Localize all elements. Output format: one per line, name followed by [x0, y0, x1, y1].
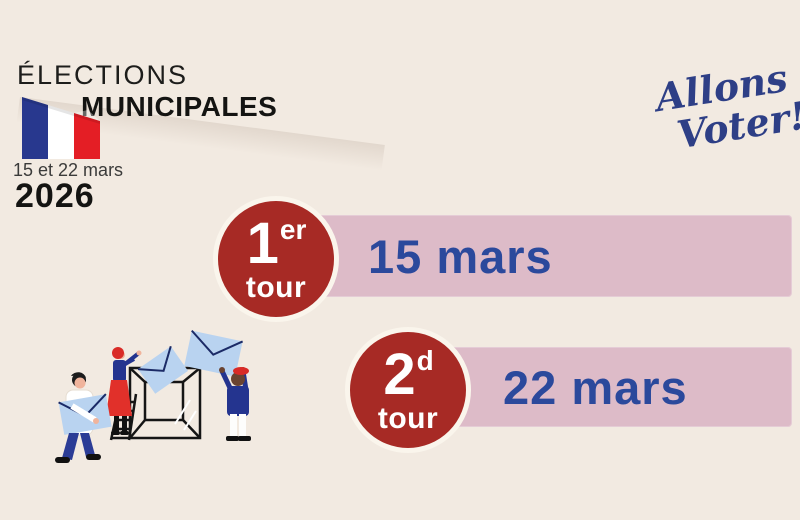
- round-2-ordinal: 2d: [383, 345, 434, 404]
- round-2-suffix: d: [416, 345, 434, 376]
- person-figure: [55, 372, 112, 463]
- round-1-ordinal: 1er: [247, 214, 307, 273]
- title-municipales: MUNICIPALES: [81, 91, 278, 122]
- ballot-box-illustration: [55, 329, 251, 463]
- round-1-label: tour: [245, 271, 307, 304]
- round-1-badge: 1er tour: [213, 196, 339, 322]
- round-2-date: 22 mars: [503, 360, 688, 414]
- person-figure: [219, 367, 251, 441]
- french-flag-icon: [22, 97, 100, 159]
- round-2-date-band: 22 mars: [420, 347, 792, 427]
- round-1-date: 15 mars: [368, 229, 553, 283]
- round-1-date-band: 15 mars: [292, 215, 792, 297]
- election-year: 2026: [15, 177, 95, 215]
- person-figure: [106, 347, 142, 435]
- round-2-number: 2: [383, 342, 416, 407]
- round-1-suffix: er: [279, 214, 307, 245]
- envelope-icon: [137, 345, 188, 394]
- envelope-icon: [184, 329, 244, 377]
- round-1-number: 1: [246, 211, 279, 276]
- allons-voter-logo: Allons Voter!: [649, 55, 800, 157]
- round-2-label: tour: [377, 402, 439, 435]
- round-2-badge: 2d tour: [345, 327, 471, 453]
- title-elections: ÉLECTIONS: [17, 60, 189, 90]
- election-dates-label: 15 et 22 mars: [13, 160, 124, 180]
